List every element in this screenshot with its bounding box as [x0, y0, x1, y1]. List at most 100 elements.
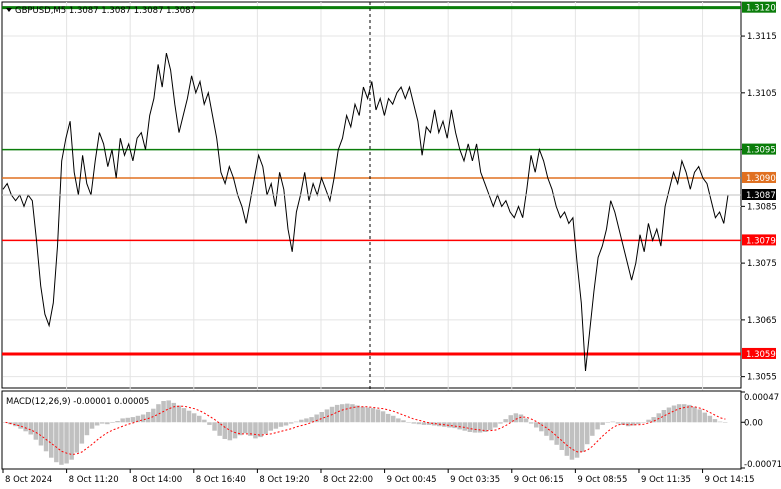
macd-bar: [498, 422, 503, 424]
macd-bar: [360, 406, 365, 423]
macd-header-text: MACD(12,26,9) -0.00001 0.00005: [6, 397, 149, 407]
level-tag-text: 1.3095: [746, 146, 776, 156]
level-tag-text: 1.3059: [746, 350, 776, 360]
macd-bar: [197, 415, 202, 423]
macd-bar: [299, 419, 304, 423]
macd-bar: [232, 422, 238, 439]
time-label: 9 Oct 06:15: [514, 475, 564, 485]
current-price-tag-text: 1.3087: [746, 191, 776, 201]
macd-bar: [23, 422, 28, 432]
macd-bar: [304, 418, 309, 423]
time-label: 9 Oct 00:45: [387, 475, 437, 485]
macd-bar: [702, 412, 707, 423]
macd-bar: [3, 422, 8, 423]
macd-bar: [426, 422, 432, 425]
price-pane[interactable]: GBPUSD,M5 1.3087 1.3087 1.3087 1.3087: [1, 1, 742, 469]
level-tag-box: [742, 347, 776, 359]
level-tag-box: [742, 143, 776, 155]
macd-bar: [411, 422, 416, 424]
macd-bar: [615, 422, 621, 424]
macd-bar: [100, 422, 105, 424]
macd-bar: [590, 422, 595, 436]
time-label: 9 Oct 14:15: [705, 475, 755, 485]
price-tick-label: 1.3115: [747, 32, 777, 42]
macd-bar: [283, 422, 289, 426]
macd-bar: [518, 414, 524, 423]
level-tag-box: [742, 171, 776, 183]
macd-histogram: [3, 400, 728, 465]
macd-bar: [120, 418, 125, 423]
macd-bar: [227, 422, 233, 441]
macd-bar: [661, 410, 667, 423]
triangle-down-icon[interactable]: [6, 8, 12, 12]
macd-pane[interactable]: MACD(12,26,9) -0.00001 0.00005: [1, 390, 742, 470]
macd-bar: [625, 422, 631, 427]
price-tick-label: 1.3055: [747, 373, 777, 383]
macd-bar: [64, 422, 69, 464]
macd-bar: [243, 422, 248, 434]
macd-bar: [707, 415, 713, 423]
macd-bar: [610, 421, 616, 423]
macd-bar: [544, 422, 549, 436]
macd-bar: [43, 422, 49, 452]
level-tag-text: 1.3120: [746, 4, 776, 14]
macd-bar: [717, 421, 723, 423]
macd-bar: [38, 422, 44, 446]
macd-bar: [94, 422, 100, 426]
macd-bar: [554, 422, 559, 445]
macd-bar: [682, 404, 687, 423]
macd-bar: [559, 422, 564, 450]
macd-tick-label: 0.00: [744, 418, 763, 428]
macd-bar: [334, 404, 340, 423]
macd-bar: [579, 422, 585, 452]
macd-bar: [508, 415, 513, 423]
time-label: 8 Oct 19:20: [259, 475, 309, 485]
level-tag-text: 1.3090: [746, 174, 776, 184]
chart-header: GBPUSD,M5 1.3087 1.3087 1.3087 1.3087: [6, 6, 196, 16]
macd-bar: [202, 419, 207, 423]
macd-bar: [396, 418, 401, 423]
macd-bar: [370, 408, 376, 423]
macd-bar: [79, 422, 85, 444]
time-label: 8 Oct 14:00: [132, 475, 182, 485]
macd-bar: [692, 406, 697, 423]
macd-bar: [447, 422, 452, 428]
macd-bar: [28, 422, 33, 435]
price-tick-label: 1.3075: [747, 259, 777, 269]
macd-bar: [151, 408, 156, 423]
macd-bar: [207, 422, 212, 425]
macd-bar: [288, 422, 294, 424]
level-tag-text: 1.3079: [746, 236, 776, 246]
macd-bar: [722, 422, 728, 423]
macd-bar: [89, 422, 95, 429]
macd-bar: [146, 412, 151, 423]
symbol-info-text: GBPUSD,M5 1.3087 1.3087 1.3087 1.3087: [15, 6, 196, 16]
macd-bar: [585, 422, 590, 445]
macd-bar: [125, 417, 130, 423]
macd-bar: [539, 422, 544, 432]
time-label: 8 Oct 22:00: [323, 475, 373, 485]
macd-bar: [631, 422, 636, 426]
time-label: 8 Oct 2024: [5, 475, 52, 485]
level-price-tags: 1.3120 1.3095 1.3090 1.3079 1.3059: [742, 1, 776, 360]
support-resistance-levels[interactable]: [2, 6, 741, 356]
macd-bar: [54, 422, 59, 463]
macd-bar: [467, 422, 473, 432]
macd-bar: [671, 405, 677, 423]
time-axis: 8 Oct 2024 8 Oct 11:20 8 Oct 14:00 8 Oct 16…: [2, 469, 755, 485]
macd-bar: [666, 407, 672, 423]
macd-bar: [181, 408, 187, 423]
macd-bar: [33, 422, 39, 440]
price-tick-label: 1.3105: [747, 89, 777, 99]
macd-bar: [656, 413, 661, 423]
macd-bar: [253, 422, 258, 439]
macd-bar: [564, 422, 570, 456]
macd-bar: [237, 422, 243, 436]
price-line: [2, 52, 729, 372]
macd-bar: [380, 411, 386, 423]
macd-bar: [319, 412, 324, 423]
macd-bar: [477, 422, 483, 433]
macd-bar: [340, 404, 345, 423]
macd-bar: [482, 422, 488, 432]
